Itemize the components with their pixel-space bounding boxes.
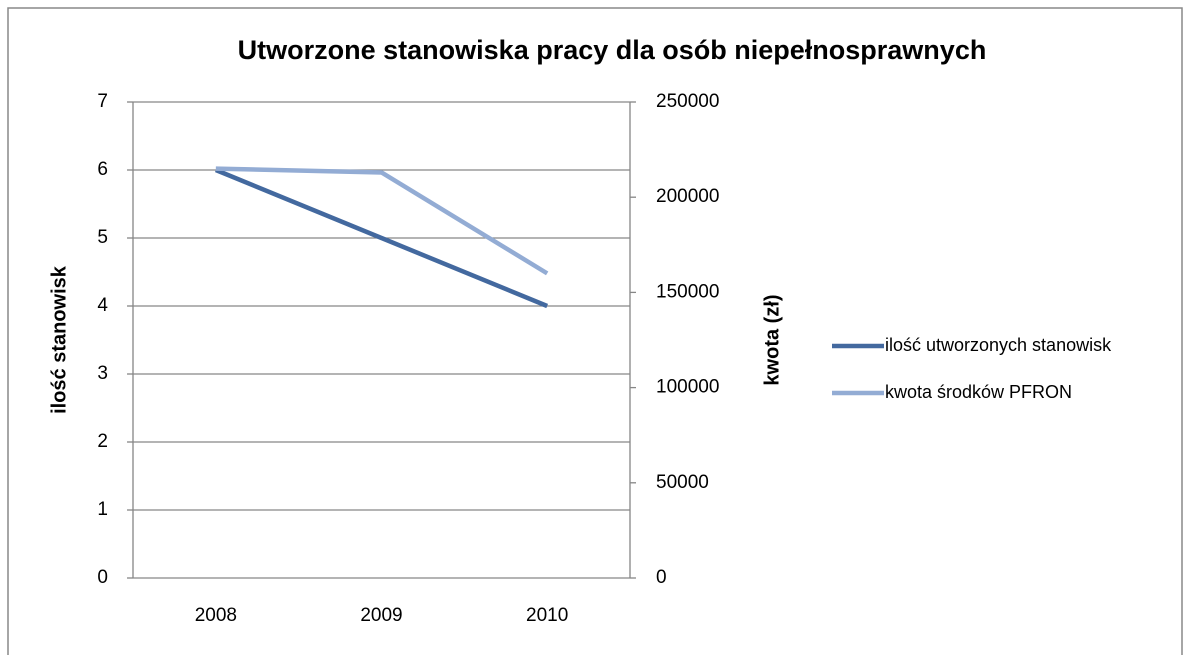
y2-tick-label: 0 <box>656 567 667 588</box>
data-line <box>214 167 549 309</box>
y-tick-label: 5 <box>97 227 108 248</box>
x-tick-label: 2009 <box>360 605 402 626</box>
legend-label: ilość utworzonych stanowisk <box>885 335 1112 355</box>
data-line <box>215 166 549 276</box>
y2-tick-label: 150000 <box>656 281 719 302</box>
y2-tick-label: 50000 <box>656 472 709 493</box>
y-tick-label: 6 <box>97 159 108 180</box>
y-tick-label: 2 <box>97 431 108 452</box>
y-tick-label: 1 <box>97 499 108 520</box>
y-tick-label: 0 <box>97 567 108 588</box>
legend-label: kwota środków PFRON <box>885 382 1072 402</box>
x-tick-label: 2008 <box>195 605 237 626</box>
chart-title: Utworzone stanowiska pracy dla osób niep… <box>238 35 987 65</box>
y2-axis-label: kwota (zł) <box>761 294 783 385</box>
y-tick-label: 3 <box>97 363 108 384</box>
y2-tick-label: 100000 <box>656 377 719 398</box>
y-tick-label: 4 <box>97 295 108 316</box>
y-tick-label: 7 <box>97 91 108 112</box>
x-tick-label: 2010 <box>526 605 568 626</box>
chart-frame <box>7 7 1183 655</box>
y2-tick-label: 250000 <box>656 91 719 112</box>
y-axis-label: ilość stanowisk <box>48 265 70 414</box>
y2-tick-label: 200000 <box>656 186 719 207</box>
